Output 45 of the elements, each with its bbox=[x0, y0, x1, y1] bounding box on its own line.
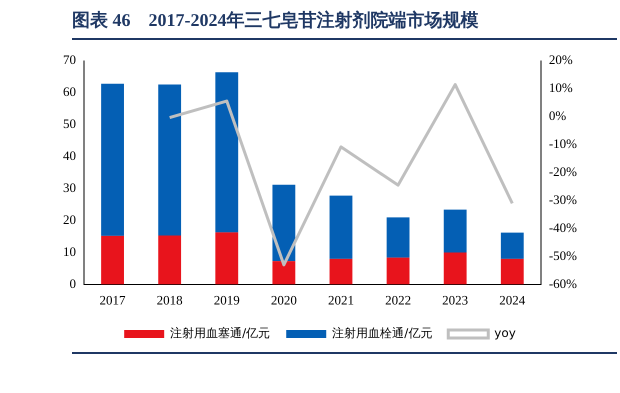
y-tick-label: 20 bbox=[63, 212, 76, 227]
bar bbox=[272, 261, 296, 284]
y-tick-label: 40 bbox=[63, 148, 76, 164]
y2-tick-label: -40% bbox=[548, 220, 578, 235]
bar bbox=[272, 184, 296, 262]
bar bbox=[101, 84, 124, 236]
x-tick-label: 2024 bbox=[499, 292, 526, 308]
legend-label: yoy bbox=[494, 326, 516, 340]
y2-tick-label: -20% bbox=[548, 164, 578, 180]
y2-tick-label: 0% bbox=[548, 108, 566, 124]
legend-label: 注射用血栓通/亿元 bbox=[332, 326, 432, 340]
bar bbox=[330, 196, 352, 259]
x-tick-label: 2017 bbox=[100, 292, 126, 308]
x-tick-label: 2020 bbox=[270, 292, 297, 308]
bar bbox=[215, 72, 238, 232]
bar bbox=[386, 217, 410, 258]
y2-tick-label: 10% bbox=[548, 80, 573, 96]
y2-tick-label: 20% bbox=[548, 52, 573, 68]
bar bbox=[500, 232, 524, 259]
bar bbox=[158, 84, 182, 236]
x-tick-label: 2023 bbox=[442, 292, 468, 308]
y-tick-label: 10 bbox=[63, 244, 76, 259]
x-tick-label: 2019 bbox=[214, 292, 240, 308]
y-tick-label: 50 bbox=[63, 116, 76, 132]
x-tick-label: 2018 bbox=[156, 292, 183, 308]
x-tick-label: 2022 bbox=[385, 292, 412, 308]
y2-tick-label: -10% bbox=[548, 136, 578, 152]
chart-title: 图表 46 2017-2024年三七皂苷注射剂院端市场规模 bbox=[72, 8, 617, 40]
bar bbox=[444, 252, 467, 284]
bar bbox=[386, 258, 410, 284]
y2-tick-label: -60% bbox=[548, 276, 578, 291]
x-tick-label: 2021 bbox=[328, 292, 354, 308]
bar bbox=[444, 210, 467, 252]
bar bbox=[215, 232, 238, 284]
y-tick-label: 30 bbox=[63, 180, 76, 195]
bar bbox=[101, 236, 124, 284]
bar bbox=[330, 258, 352, 284]
bar bbox=[500, 258, 524, 284]
legend-label: 注射用血塞通/亿元 bbox=[170, 326, 270, 340]
y-tick-label: 60 bbox=[63, 84, 76, 100]
y2-tick-label: -30% bbox=[548, 192, 578, 207]
y-tick-label: 70 bbox=[63, 52, 76, 68]
y-tick-label: 0 bbox=[70, 276, 76, 291]
y2-tick-label: -50% bbox=[548, 248, 578, 263]
bar bbox=[158, 236, 182, 284]
